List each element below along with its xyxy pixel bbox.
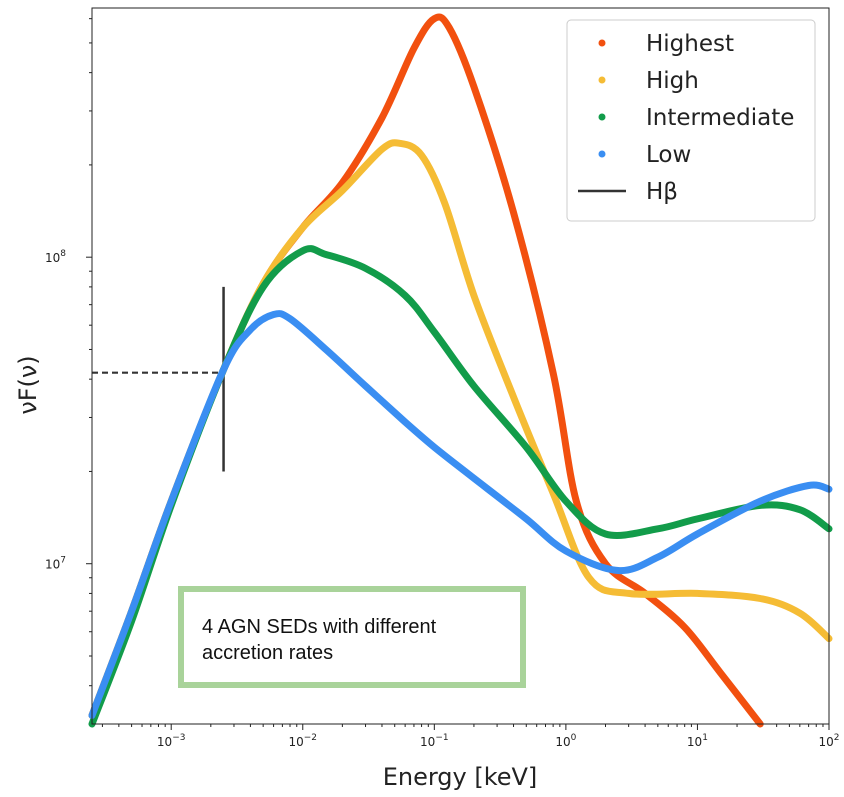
plot-frame	[91, 7, 830, 725]
legend-label-low: Low	[646, 142, 691, 168]
x-axis-ticks: 10−3 10−2 10−1 100 101 102	[157, 724, 840, 749]
y-tick-label: 107	[45, 556, 66, 572]
legend-marker-low	[598, 150, 606, 158]
x-tick-label: 102	[818, 733, 839, 749]
x-tick-label: 10−1	[420, 733, 449, 749]
legend-label-high: High	[646, 68, 699, 94]
legend-marker-high	[598, 76, 606, 84]
legend-marker-highest	[598, 39, 606, 47]
legend-frame	[566, 19, 816, 222]
annotation-box: 4 AGN SEDs with different accretion rate…	[178, 586, 526, 688]
legend-label-intermediate: Intermediate	[646, 105, 794, 131]
hbeta-marker	[92, 286, 225, 472]
x-tick-label: 101	[687, 733, 708, 749]
annotation-line-1: 4 AGN SEDs with different	[202, 616, 437, 638]
legend-marker-intermediate	[598, 113, 606, 121]
legend-label-hbeta: Hβ	[646, 179, 678, 205]
x-tick-label: 100	[555, 733, 576, 749]
y-axis-ticks: 107 108	[45, 249, 92, 572]
legend: Highest High Intermediate Low Hβ	[566, 19, 816, 222]
x-tick-label: 10−3	[157, 733, 186, 749]
legend-label-highest: Highest	[646, 31, 734, 57]
y-tick-label: 108	[45, 249, 66, 265]
series-layer	[88, 13, 833, 728]
series-line-low	[88, 310, 833, 719]
x-axis-label: Energy [keV]	[383, 763, 538, 791]
y-axis-label: νF(ν)	[14, 355, 42, 414]
annotation-line-2: accretion rates	[202, 642, 334, 664]
x-tick-label: 10−2	[288, 733, 317, 749]
